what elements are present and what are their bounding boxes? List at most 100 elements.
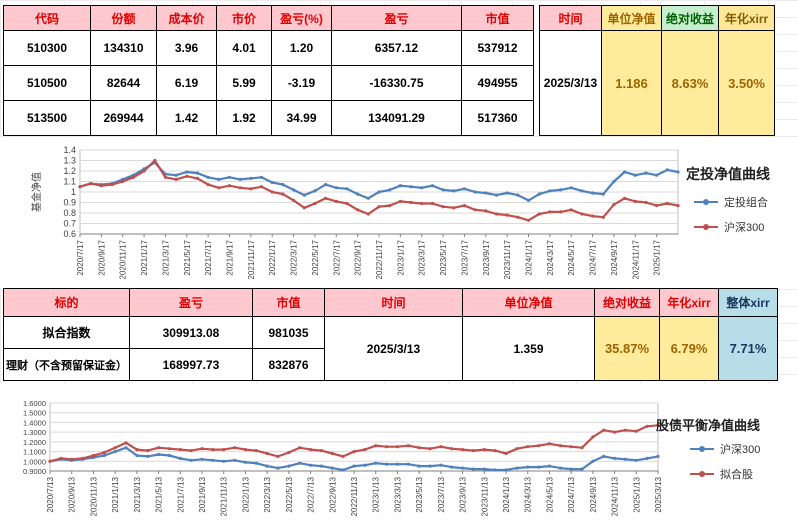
dca-chart-legend: 定投组合 沪深300 [694, 194, 768, 244]
svg-text:0.6: 0.6 [63, 229, 76, 239]
spacer-cell [533, 65, 540, 101]
cell-pnl-pct[interactable]: 1.20 [271, 30, 332, 66]
svg-text:2020/9/13: 2020/9/13 [68, 476, 77, 512]
svg-text:2021/7/17: 2021/7/17 [204, 239, 213, 275]
dca-nav-chart[interactable]: 0.6 0.7 0.8 0.9 1 1.1 1.2 1.3 1.4 2020/7/17 2020/9… [0, 138, 798, 288]
annual-xirr-cell[interactable]: 3.50% [718, 30, 775, 136]
header-shares[interactable]: 份额 [90, 5, 157, 31]
svg-text:2022/3/13: 2022/3/13 [263, 476, 272, 512]
header-annual-xirr[interactable]: 年化xirr [718, 5, 775, 31]
svg-text:1.4: 1.4 [63, 145, 76, 155]
balance-chart-title: 股债平衡净值曲线 [656, 418, 761, 433]
svg-text:2021/11/17: 2021/11/17 [247, 239, 256, 279]
overall-xirr-cell[interactable]: 7.71% [718, 316, 778, 381]
header-time[interactable]: 时间 [539, 5, 602, 31]
cell-pnl[interactable]: 134091.29 [331, 100, 462, 136]
svg-text:2024/1/13: 2024/1/13 [502, 476, 511, 512]
svg-text:1.1: 1.1 [63, 177, 76, 187]
svg-text:2022/3/17: 2022/3/17 [290, 239, 299, 275]
legend-item-dca-portfolio: 定投组合 [694, 194, 768, 210]
cell-market-price[interactable]: 5.99 [216, 65, 272, 101]
svg-text:2024/11/13: 2024/11/13 [611, 476, 620, 516]
svg-text:1.4000: 1.4000 [23, 418, 46, 427]
cell-market-value[interactable]: 494955 [461, 65, 534, 101]
header-abs-return[interactable]: 绝对收益 [661, 5, 719, 31]
header-market-value[interactable]: 市值 [461, 5, 534, 31]
header-annual-xirr[interactable]: 年化xirr [659, 288, 719, 317]
svg-text:2022/9/13: 2022/9/13 [328, 476, 337, 512]
svg-text:1.0000: 1.0000 [23, 457, 46, 466]
abs-return-cell[interactable]: 35.87% [594, 316, 660, 381]
cell-code[interactable]: 513500 [3, 100, 91, 136]
svg-text:2022/11/17: 2022/11/17 [375, 239, 384, 279]
table-row: 510300 134310 3.96 4.01 1.20 6357.12 537… [3, 30, 775, 136]
annual-xirr-cell[interactable]: 6.79% [659, 316, 719, 381]
svg-text:2021/1/13: 2021/1/13 [111, 476, 120, 512]
cell-target[interactable]: 拟合指数 [3, 316, 130, 349]
cell-cost-price[interactable]: 1.42 [156, 100, 217, 136]
legend-item-fitted-stock: 拟合股 [690, 466, 760, 482]
table-row: 理财（不含预留保证金） 168997.73 832876 [3, 348, 778, 381]
svg-text:2023/5/17: 2023/5/17 [439, 239, 448, 275]
svg-text:2021/3/13: 2021/3/13 [133, 476, 142, 512]
header-market-value[interactable]: 市值 [252, 288, 325, 317]
spacer-cell [533, 30, 540, 66]
svg-text:2023/5/13: 2023/5/13 [415, 476, 424, 512]
header-abs-return[interactable]: 绝对收益 [594, 288, 660, 317]
header-code[interactable]: 代码 [3, 5, 91, 31]
table-row: 标的 盈亏 市值 时间 单位净值 绝对收益 年化xirr 整体xirr [3, 288, 778, 317]
svg-text:2022/5/17: 2022/5/17 [311, 239, 320, 275]
header-market-price[interactable]: 市价 [216, 5, 272, 31]
header-pnl-pct[interactable]: 盈亏(%) [271, 5, 332, 31]
cell-shares[interactable]: 269944 [90, 100, 157, 136]
cell-pnl-pct[interactable]: -3.19 [271, 65, 332, 101]
cell-cost-price[interactable]: 3.96 [156, 30, 217, 66]
abs-return-cell[interactable]: 8.63% [661, 30, 719, 136]
legend-line-swatch [690, 471, 714, 477]
time-cell[interactable]: 2025/3/13 [539, 30, 602, 136]
cell-market-value[interactable]: 981035 [252, 316, 325, 349]
cell-pnl[interactable]: 168997.73 [129, 348, 253, 381]
header-time[interactable]: 时间 [324, 288, 463, 317]
svg-text:2022/1/17: 2022/1/17 [268, 239, 277, 275]
unit-nav-cell[interactable]: 1.359 [462, 316, 595, 381]
svg-text:2020/11/17: 2020/11/17 [119, 239, 128, 279]
cell-market-price[interactable]: 1.92 [216, 100, 272, 136]
cell-pnl-pct[interactable]: 34.99 [271, 100, 332, 136]
spacer-cell [533, 100, 540, 136]
svg-text:2021/5/13: 2021/5/13 [155, 476, 164, 512]
header-unit-nav[interactable]: 单位净值 [462, 288, 595, 317]
svg-text:2023/1/17: 2023/1/17 [396, 239, 405, 275]
svg-text:2021/11/13: 2021/11/13 [220, 476, 229, 516]
header-target[interactable]: 标的 [3, 288, 130, 317]
cell-code[interactable]: 510500 [3, 65, 91, 101]
cell-shares[interactable]: 82644 [90, 65, 157, 101]
cell-market-price[interactable]: 4.01 [216, 30, 272, 66]
cell-shares[interactable]: 134310 [90, 30, 157, 66]
legend-line-swatch [694, 224, 718, 230]
svg-text:0.9: 0.9 [63, 198, 76, 208]
cell-cost-price[interactable]: 6.19 [156, 65, 217, 101]
cell-pnl[interactable]: 6357.12 [331, 30, 462, 66]
header-pnl[interactable]: 盈亏 [331, 5, 462, 31]
legend-line-swatch [690, 446, 714, 452]
header-pnl[interactable]: 盈亏 [129, 288, 253, 317]
svg-text:2022/9/17: 2022/9/17 [354, 239, 363, 275]
cell-pnl[interactable]: 309913.08 [129, 316, 253, 349]
time-cell[interactable]: 2025/3/13 [324, 316, 463, 381]
table-row: 510500 82644 6.19 5.99 -3.19 -16330.75 4… [3, 65, 775, 101]
svg-text:2021/5/17: 2021/5/17 [183, 239, 192, 275]
header-unit-nav[interactable]: 单位净值 [601, 5, 662, 31]
header-cost-price[interactable]: 成本价 [156, 5, 217, 31]
balance-nav-chart[interactable]: 0.9000 1.0000 1.1000 1.2000 1.3000 1.4000 1.50… [0, 385, 798, 525]
cell-market-value[interactable]: 517360 [461, 100, 534, 136]
cell-market-value[interactable]: 537912 [461, 30, 534, 66]
cell-pnl[interactable]: -16330.75 [331, 65, 462, 101]
cell-target[interactable]: 理财（不含预留保证金） [3, 348, 130, 381]
cell-market-value[interactable]: 832876 [252, 348, 325, 381]
header-overall-xirr[interactable]: 整体xirr [718, 288, 778, 317]
svg-text:2025/3/13: 2025/3/13 [654, 476, 663, 512]
svg-text:1.2000: 1.2000 [23, 438, 46, 447]
cell-code[interactable]: 510300 [3, 30, 91, 66]
unit-nav-cell[interactable]: 1.186 [601, 30, 662, 136]
